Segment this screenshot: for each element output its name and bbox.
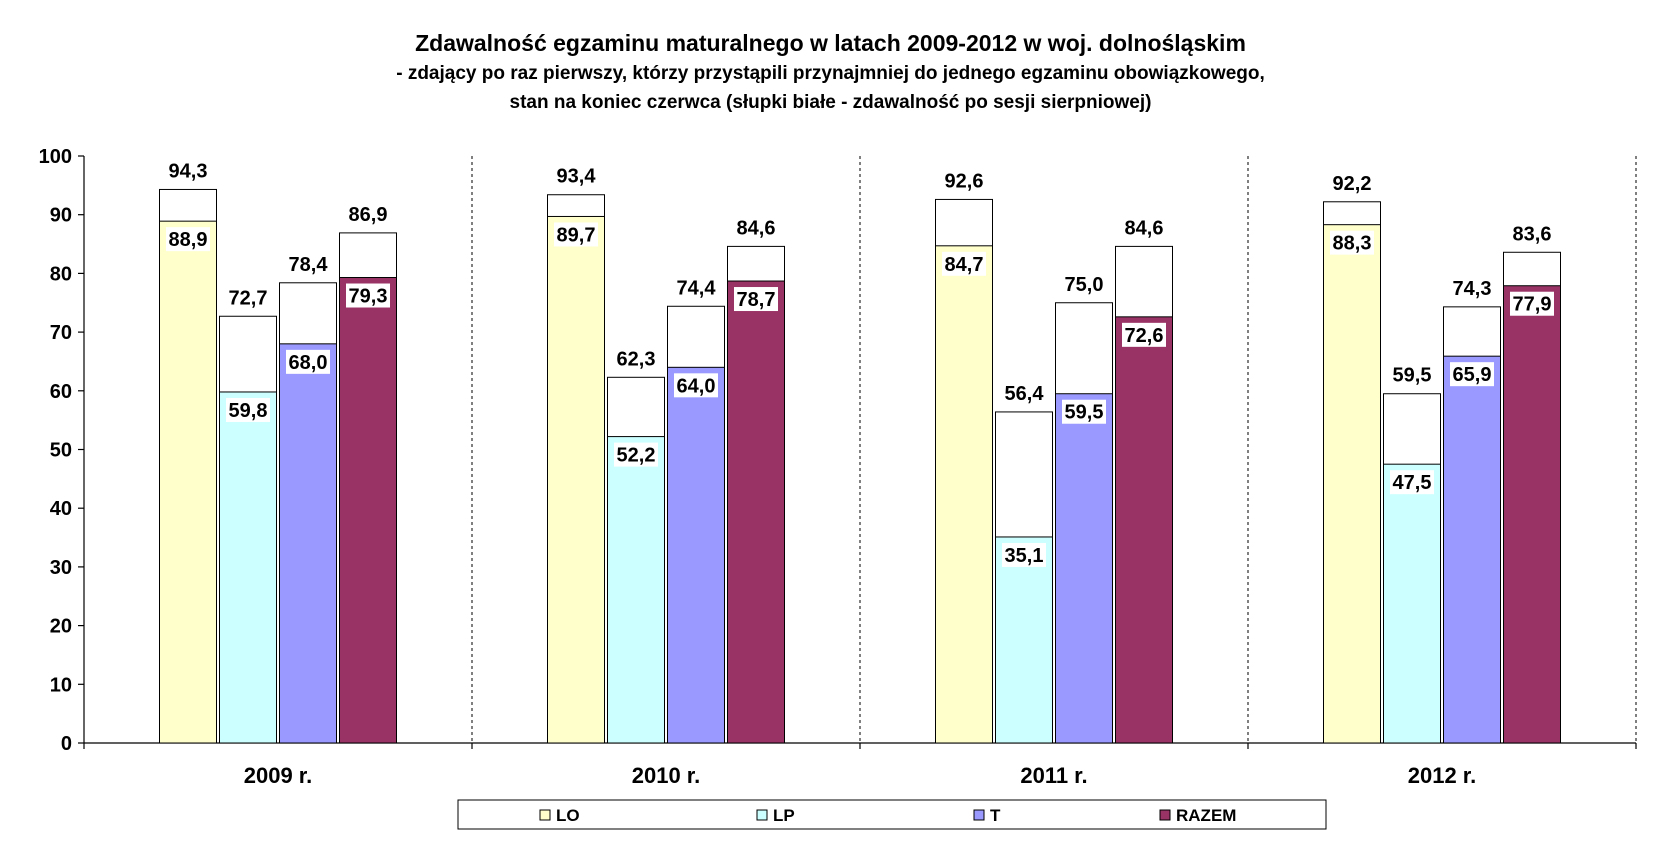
data-label-august: 83,6 [1513, 223, 1552, 245]
data-label-june-bg [554, 222, 598, 247]
data-label-june-bg [614, 442, 658, 467]
bar-june [727, 280, 785, 744]
chart-subtitle-line-1: - zdający po raz pierwszy, którzy przyst… [396, 63, 1265, 84]
data-label-june: 64,0 [677, 375, 716, 397]
data-label-august: 74,3 [1453, 278, 1492, 300]
y-tick-label: 30 [50, 557, 72, 579]
bar-june [1055, 393, 1113, 744]
data-label-august: 62,3 [617, 348, 656, 370]
data-label-june-bg [1450, 362, 1494, 387]
bar-june [607, 436, 665, 744]
data-label-june: 47,5 [1393, 472, 1432, 494]
data-label-june: 88,9 [169, 229, 208, 251]
data-label-june: 52,2 [617, 445, 656, 467]
y-tick-label: 90 [50, 205, 72, 227]
legend-swatch [973, 809, 985, 821]
y-tick-label: 60 [50, 381, 72, 403]
data-label-june-bg [674, 373, 718, 398]
y-tick-label: 10 [50, 674, 72, 696]
chart-subtitle-line-2: stan na koniec czerwca (słupki białe - z… [509, 92, 1152, 113]
data-label-august: 86,9 [349, 204, 388, 226]
bar-june [547, 215, 605, 744]
data-label-june-bg [734, 287, 778, 312]
bar-june [279, 343, 337, 744]
data-label-june-bg [346, 283, 390, 308]
legend-entry: T [990, 806, 1001, 825]
data-label-june-bg [1002, 542, 1046, 567]
data-label-august: 74,4 [677, 277, 717, 299]
data-label-august: 84,6 [737, 217, 776, 239]
y-tick-label: 80 [50, 263, 72, 285]
data-label-june: 65,9 [1453, 364, 1492, 386]
data-label-june: 89,7 [557, 224, 596, 246]
data-label-june: 59,5 [1065, 402, 1104, 424]
data-label-june: 84,7 [945, 254, 984, 276]
bar-june [1383, 463, 1441, 744]
data-label-june-bg [166, 227, 210, 252]
data-label-august: 75,0 [1065, 274, 1104, 296]
bar-june [1323, 224, 1381, 744]
x-category-label: 2010 r. [632, 763, 701, 788]
bar-june [159, 220, 217, 744]
data-label-june-bg [1510, 291, 1554, 316]
data-label-june: 59,8 [229, 400, 268, 422]
data-label-june-bg [1390, 470, 1434, 495]
y-tick-label: 50 [50, 440, 72, 462]
y-tick-label: 70 [50, 322, 72, 344]
data-label-august: 72,7 [229, 287, 268, 309]
data-label-august: 59,5 [1393, 365, 1432, 387]
data-label-august: 84,6 [1125, 217, 1164, 239]
y-tick-label: 40 [50, 498, 72, 520]
y-tick-label: 0 [61, 733, 72, 755]
data-label-august: 93,4 [557, 166, 597, 188]
data-label-june-bg [1330, 230, 1374, 255]
bar-june [219, 391, 277, 744]
data-label-june: 77,9 [1513, 294, 1552, 316]
bar-june [667, 366, 725, 744]
data-label-june: 88,3 [1333, 233, 1372, 255]
y-tick-label: 100 [39, 146, 72, 168]
bar-june [1115, 316, 1173, 744]
x-category-label: 2009 r. [244, 763, 313, 788]
bar-june [1503, 285, 1561, 744]
data-label-august: 92,6 [945, 170, 984, 192]
data-label-june: 72,6 [1125, 325, 1164, 347]
data-label-august: 78,4 [289, 254, 329, 276]
y-tick-label: 20 [50, 616, 72, 638]
data-label-august: 94,3 [169, 160, 208, 182]
chart-title: Zdawalność egzaminu maturalnego w latach… [415, 30, 1246, 56]
legend-swatch [539, 809, 551, 821]
legend-swatch [1159, 809, 1171, 821]
legend-swatch [756, 809, 768, 821]
data-label-june-bg [1062, 399, 1106, 424]
legend-box [457, 799, 1327, 830]
bar-june [995, 536, 1053, 744]
data-label-june-bg [1122, 322, 1166, 347]
data-label-june: 35,1 [1005, 545, 1044, 567]
data-label-august: 56,4 [1005, 383, 1045, 405]
data-label-june-bg [226, 397, 270, 422]
legend-entry: LP [773, 806, 795, 825]
data-label-june-bg [942, 251, 986, 276]
data-label-june: 79,3 [349, 286, 388, 308]
legend-entry: LO [556, 806, 580, 825]
x-category-label: 2012 r. [1408, 763, 1477, 788]
bar-june [935, 245, 993, 744]
legend-entry: RAZEM [1176, 806, 1236, 825]
bar-june [1443, 355, 1501, 744]
bar-june [339, 277, 397, 744]
data-label-june: 78,7 [737, 289, 776, 311]
data-label-june-bg [286, 349, 330, 374]
data-label-august: 92,2 [1333, 173, 1372, 195]
x-category-label: 2011 r. [1020, 763, 1087, 788]
data-label-june: 68,0 [289, 352, 328, 374]
